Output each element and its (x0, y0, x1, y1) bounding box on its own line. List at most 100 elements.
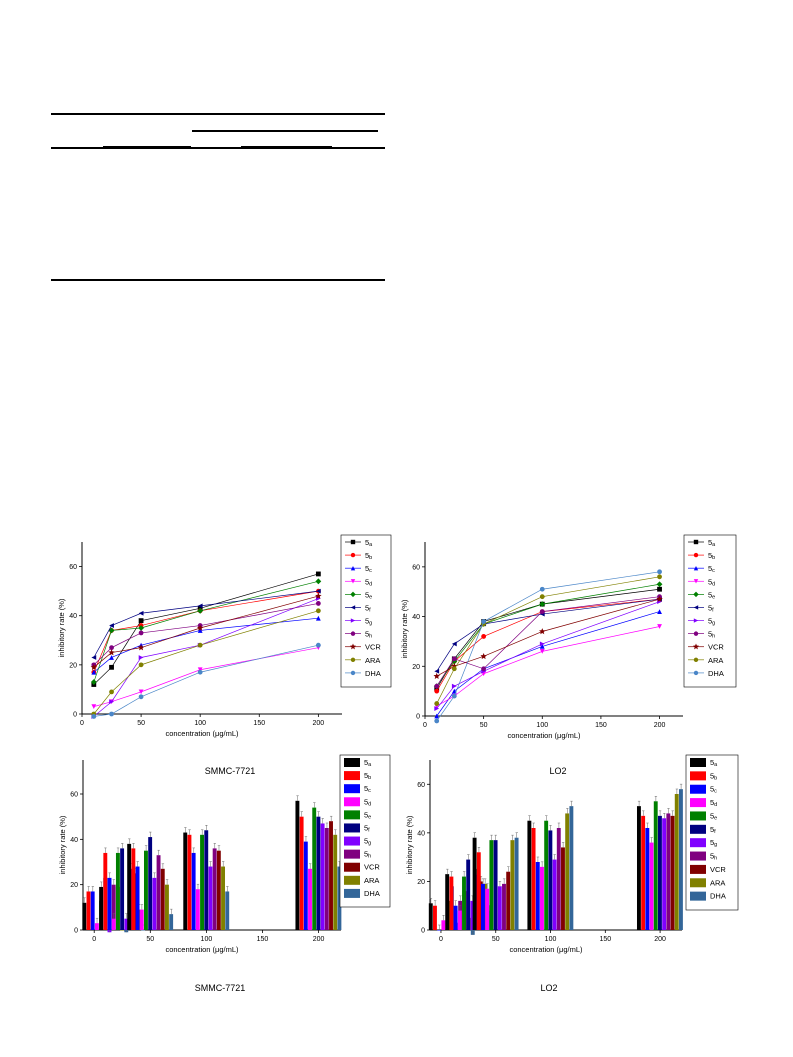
legend-label: 5d (710, 798, 717, 808)
bar-5g (208, 866, 213, 930)
data-point (197, 642, 203, 648)
legend: 5a 5b 5c 5d 5e 5f 5g 5h VCR ARA DHA (685, 754, 739, 911)
bar-5h (212, 848, 217, 930)
x-tick-label: 200 (313, 720, 325, 727)
x-axis-label: concentration (μg/mL) (165, 729, 239, 738)
x-axis-label: concentration (μg/mL) (509, 945, 583, 954)
bar-VCR (561, 847, 565, 930)
legend-swatch (344, 797, 360, 807)
bar-5f (316, 816, 321, 930)
series-line (436, 576, 660, 704)
legend-marker (693, 552, 699, 558)
data-point (197, 607, 204, 614)
legend-swatch (344, 771, 360, 781)
series-line (436, 571, 660, 722)
data-point (197, 628, 203, 633)
y-tick-label: 20 (417, 879, 425, 886)
series-ARA (434, 574, 662, 706)
data-point (138, 655, 144, 660)
series-5f (91, 588, 321, 660)
x-tick-label: 150 (595, 722, 607, 729)
legend-marker (350, 539, 356, 545)
legend-label: VCR (365, 643, 381, 652)
series-5g (434, 599, 662, 711)
legend-label: 5g (364, 837, 371, 847)
bar-5g (320, 823, 325, 930)
data-point (138, 689, 144, 695)
series-line (436, 598, 660, 672)
legend-swatch (344, 888, 360, 898)
bar-DHA (141, 930, 146, 931)
legend-label: 5d (708, 577, 715, 587)
legend-marker (693, 605, 699, 610)
y-axis-label: inhibitory rate (%) (400, 599, 409, 658)
legend-swatch (344, 875, 360, 885)
legend-label: 5h (710, 852, 717, 862)
bar-5a (295, 800, 300, 930)
data-point (480, 652, 487, 660)
legend-label: 5g (710, 838, 717, 848)
legend-marker (693, 670, 699, 676)
legend-label: ARA (710, 878, 725, 887)
bar-5f (548, 830, 553, 930)
data-point (451, 641, 457, 647)
x-axis-label: concentration (μg/mL) (165, 945, 239, 954)
legend-marker (693, 618, 699, 623)
data-point (315, 592, 322, 599)
legend-swatch (344, 823, 360, 833)
data-point (315, 608, 321, 614)
legend-swatch (690, 758, 706, 767)
x-tick-label: 200 (313, 936, 325, 943)
data-point (434, 668, 440, 674)
x-tick-label: 0 (439, 936, 443, 943)
bar-DHA (487, 910, 492, 930)
bar-5e (489, 840, 494, 930)
legend-marker (692, 643, 700, 650)
bar-5c (303, 841, 308, 930)
data-point (434, 688, 440, 694)
legend-swatch (690, 851, 706, 861)
legend-swatch (344, 836, 360, 846)
data-point (197, 667, 203, 673)
legend-swatch (344, 862, 360, 872)
x-tick-label: 150 (599, 936, 611, 943)
y-tick-label: 40 (70, 837, 78, 844)
series-line (93, 590, 319, 673)
bar-5f (493, 840, 498, 930)
bar-5a (636, 806, 641, 930)
line-chart-lo2: 0 50 100 150 200 0 20 40 60 concentration (μg/mL)… (400, 534, 737, 740)
caption-bar-smmc7721: SMMC-7721 (194, 983, 246, 993)
bar-DHA (569, 806, 574, 930)
bar-5d (540, 866, 544, 930)
data-point (539, 628, 546, 635)
bar-5e (200, 834, 204, 930)
bar-5a (82, 902, 87, 930)
bar-5b (103, 852, 108, 930)
legend-label: 5f (365, 603, 371, 613)
series-line (93, 598, 319, 717)
y-axis-label: inhibitory rate (%) (58, 815, 67, 874)
bar-5d (139, 909, 144, 930)
bar-5b (131, 848, 136, 930)
legend-marker (350, 591, 356, 598)
legend-marker (693, 631, 699, 636)
data-point (434, 706, 440, 711)
legend-swatch (690, 798, 706, 808)
y-tick-label: 40 (69, 613, 77, 620)
legend-label: 5b (710, 771, 717, 781)
bar-5h (111, 884, 116, 930)
bar-5d (457, 910, 462, 930)
x-tick-label: 200 (654, 722, 666, 729)
y-tick-label: 20 (70, 882, 78, 889)
table-top-rule (51, 113, 385, 115)
bar-VCR (478, 881, 483, 930)
bar-5b (299, 816, 304, 930)
data-point (315, 578, 322, 585)
bar-5a (127, 843, 132, 930)
x-tick-label: 150 (253, 720, 265, 727)
bar-5b (531, 828, 536, 930)
series-5e (433, 581, 663, 690)
data-point (315, 601, 321, 606)
x-tick-label: 0 (92, 936, 96, 943)
x-tick-label: 0 (423, 722, 427, 729)
